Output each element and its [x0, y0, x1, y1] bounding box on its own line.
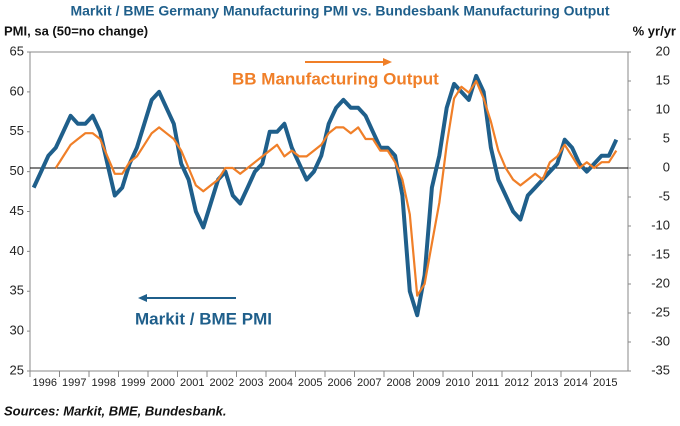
x-tick-label: 2013	[534, 377, 558, 389]
x-tick-label: 2000	[151, 377, 175, 389]
y2-tick-label: -5	[658, 188, 670, 203]
x-tick-label: 2011	[475, 377, 499, 389]
x-tick-label: 2003	[239, 377, 263, 389]
series-line	[54, 79, 618, 297]
x-tick-label: 2012	[505, 377, 529, 389]
x-tick-label: 2008	[387, 377, 411, 389]
x-tick-label: 1996	[33, 377, 57, 389]
x-tick-label: 1997	[62, 377, 86, 389]
y2-tick-label: -20	[651, 275, 670, 290]
y2-tick-label: 20	[656, 43, 670, 58]
y-tick-label: 25	[10, 362, 24, 377]
y-tick-label: 40	[10, 243, 24, 258]
y-tick-label: 60	[10, 83, 24, 98]
x-tick-label: 2010	[446, 377, 470, 389]
x-tick-label: 2015	[593, 377, 617, 389]
y2-tick-label: 15	[656, 72, 670, 87]
x-tick-label: 2005	[298, 377, 322, 389]
y2-tick-label: -10	[651, 217, 670, 232]
arrow-head	[138, 294, 147, 302]
y2-tick-label: 5	[663, 130, 670, 145]
y2-tick-label: 0	[663, 159, 670, 174]
y-tick-label: 45	[10, 203, 24, 218]
x-tick-label: 2014	[564, 377, 588, 389]
y2-axis-label: % yr/yr	[633, 23, 676, 38]
x-tick-label: 1998	[92, 377, 116, 389]
y2-tick-label: -25	[651, 304, 670, 319]
chart-title: Markit / BME Germany Manufacturing PMI v…	[70, 3, 609, 19]
source: Sources: Markit, BME, Bundesbank.	[4, 403, 227, 418]
annotation: BB Manufacturing Output	[232, 69, 439, 88]
y2-tick-label: 10	[656, 101, 670, 116]
y2-tick-label: -30	[651, 333, 670, 348]
x-tick-label: 2002	[210, 377, 234, 389]
y-tick-label: 50	[10, 163, 24, 178]
y-tick-label: 30	[10, 323, 24, 338]
y-tick-label: 55	[10, 123, 24, 138]
x-tick-label: 2001	[180, 377, 204, 389]
x-tick-label: 2009	[416, 377, 440, 389]
y-axis-label: PMI, sa (50=no change)	[4, 23, 148, 38]
arrow-head	[383, 58, 392, 66]
annotation: Markit / BME PMI	[135, 309, 272, 328]
x-tick-label: 2004	[269, 377, 293, 389]
y2-tick-label: -15	[651, 246, 670, 261]
y-tick-label: 65	[10, 43, 24, 58]
x-tick-label: 2006	[328, 377, 352, 389]
series-line	[31, 73, 619, 318]
x-tick-label: 1999	[121, 377, 145, 389]
plot-frame	[29, 51, 629, 372]
y-tick-label: 35	[10, 283, 24, 298]
x-tick-label: 2007	[357, 377, 381, 389]
y2-tick-label: -35	[651, 362, 670, 377]
